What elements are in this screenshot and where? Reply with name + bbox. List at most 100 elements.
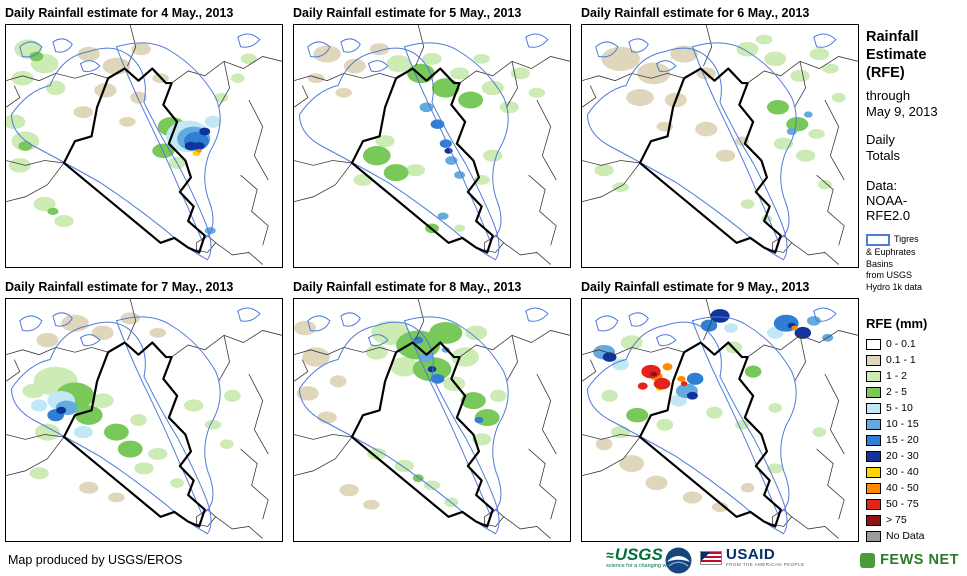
map-panel-may4: Daily Rainfall estimate for 4 May., 2013 (5, 3, 283, 268)
rainfall-map-may4 (5, 24, 283, 268)
usgs-logo: ≈USGS science for a changing world (606, 545, 676, 570)
data-label: Data: (866, 178, 898, 193)
basin-note-line: & Euphrates (866, 247, 916, 257)
map-panel-title: Daily Rainfall estimate for 9 May., 2013 (581, 280, 810, 294)
legend-title: RFE (mm) (866, 316, 928, 331)
fewsnet-name: FEWS NET (880, 552, 959, 568)
legend-row: 5 - 10 (866, 400, 927, 416)
legend-swatch (866, 530, 881, 542)
data-source-line: RFE2.0 (866, 208, 911, 223)
rainfall-map-svg (6, 25, 282, 267)
legend-label: 2 - 5 (886, 386, 908, 398)
daily-label: Daily (866, 132, 895, 147)
legend-label: 15 - 20 (886, 434, 919, 446)
legend-swatch (866, 514, 881, 526)
map-panel-title: Daily Rainfall estimate for 7 May., 2013 (5, 280, 234, 294)
sidebar-title-line: (RFE) (866, 65, 905, 81)
legend-label: 10 - 15 (886, 418, 919, 430)
legend-swatch (866, 354, 881, 366)
legend-swatch (866, 466, 881, 478)
legend-sidebar: Rainfall Estimate (RFE) through May 9, 2… (866, 0, 964, 576)
noaa-logo (665, 547, 692, 576)
footer: Map produced by USGS/EROS ≈USGS science … (0, 545, 967, 576)
usaid-logo: USAID FROM THE AMERICAN PEOPLE (700, 547, 805, 568)
legend-swatch (866, 482, 881, 494)
rainfall-map-may6 (581, 24, 859, 268)
fewsnet-logo: FEWS NET (860, 552, 959, 568)
fewsnet-icon (860, 552, 876, 568)
sidebar-title-line: Rainfall (866, 29, 919, 45)
rainfall-map-svg (294, 25, 570, 267)
legend-swatch (866, 498, 881, 510)
legend-row: 20 - 30 (866, 448, 927, 464)
sidebar-title-line: Estimate (866, 47, 927, 63)
usgs-wordmark: ≈USGS (606, 545, 676, 564)
legend-swatch (866, 386, 881, 398)
map-panel-may7: Daily Rainfall estimate for 7 May., 2013 (5, 277, 283, 542)
basin-note-line: Hydro 1k data (866, 281, 923, 292)
rainfall-map-may5 (293, 24, 571, 268)
legend-row: 50 - 75 (866, 496, 927, 512)
rainfall-map-svg (582, 299, 858, 541)
map-panel-may8: Daily Rainfall estimate for 8 May., 2013 (293, 277, 571, 542)
legend-swatch (866, 418, 881, 430)
legend-row: 40 - 50 (866, 480, 927, 496)
map-panel-may9: Daily Rainfall estimate for 9 May., 2013 (581, 277, 859, 542)
legend-label: 0 - 0.1 (886, 338, 916, 350)
usgs-name: USGS (614, 545, 663, 564)
legend-label: 40 - 50 (886, 482, 919, 494)
legend-row: 2 - 5 (866, 384, 927, 400)
legend-swatch (866, 450, 881, 462)
credit-text: Map produced by USGS/EROS (8, 553, 183, 567)
usgs-tagline: science for a changing world (606, 563, 676, 569)
legend: RFE (mm) 0 - 0.1 0.1 - 1 1 - 2 2 - 5 5 -… (866, 316, 927, 544)
legend-swatch (866, 338, 881, 350)
legend-label: 1 - 2 (886, 370, 908, 382)
legend-label: > 75 (886, 514, 907, 526)
legend-swatch (866, 370, 881, 382)
rainfall-map-svg (582, 25, 858, 267)
usaid-flag-icon (700, 551, 722, 565)
legend-swatch (866, 402, 881, 414)
basin-note-line: from USGS (866, 270, 913, 280)
usgs-wave-icon: ≈ (606, 547, 614, 563)
map-panel-title: Daily Rainfall estimate for 6 May., 2013 (581, 6, 810, 20)
basin-note-line: Basins (866, 258, 894, 269)
legend-label: 30 - 40 (886, 466, 919, 478)
map-grid: Daily Rainfall estimate for 4 May., 2013… (5, 3, 859, 542)
legend-label: 5 - 10 (886, 402, 913, 414)
rainfall-map-svg (6, 299, 282, 541)
usaid-text: USAID FROM THE AMERICAN PEOPLE (726, 547, 805, 568)
legend-row: 1 - 2 (866, 368, 927, 384)
legend-row: 30 - 40 (866, 464, 927, 480)
map-panel-may6: Daily Rainfall estimate for 6 May., 2013 (581, 3, 859, 268)
legend-row: > 75 (866, 512, 927, 528)
map-panel-may5: Daily Rainfall estimate for 5 May., 2013 (293, 3, 571, 268)
sidebar-daily-totals: Daily Totals (866, 132, 900, 164)
totals-label: Totals (866, 148, 900, 163)
data-source-line: NOAA- (866, 193, 908, 208)
legend-row: 0 - 0.1 (866, 336, 927, 352)
legend-label: 20 - 30 (886, 450, 919, 462)
legend-swatch (866, 434, 881, 446)
through-label: through (866, 88, 911, 103)
rainfall-map-may8 (293, 298, 571, 542)
noaa-emblem-icon (665, 547, 692, 574)
legend-label: 50 - 75 (886, 498, 919, 510)
map-panel-title: Daily Rainfall estimate for 5 May., 2013 (293, 6, 522, 20)
rainfall-map-may9 (581, 298, 859, 542)
basin-note: Tigres & Euphrates Basins from USGS Hydr… (866, 234, 922, 293)
legend-label: 0.1 - 1 (886, 354, 916, 366)
sidebar-date-range: through May 9, 2013 (866, 88, 938, 120)
legend-label: No Data (886, 530, 925, 542)
legend-row: 10 - 15 (866, 416, 927, 432)
end-date: May 9, 2013 (866, 104, 938, 119)
legend-row: 0.1 - 1 (866, 352, 927, 368)
usaid-tagline: FROM THE AMERICAN PEOPLE (726, 562, 805, 567)
map-panel-title: Daily Rainfall estimate for 8 May., 2013 (293, 280, 522, 294)
rainfall-map-may7 (5, 298, 283, 542)
basin-note-line: Tigres (894, 234, 919, 245)
rainfall-map-svg (294, 299, 570, 541)
sidebar-title: Rainfall Estimate (RFE) (866, 28, 926, 82)
